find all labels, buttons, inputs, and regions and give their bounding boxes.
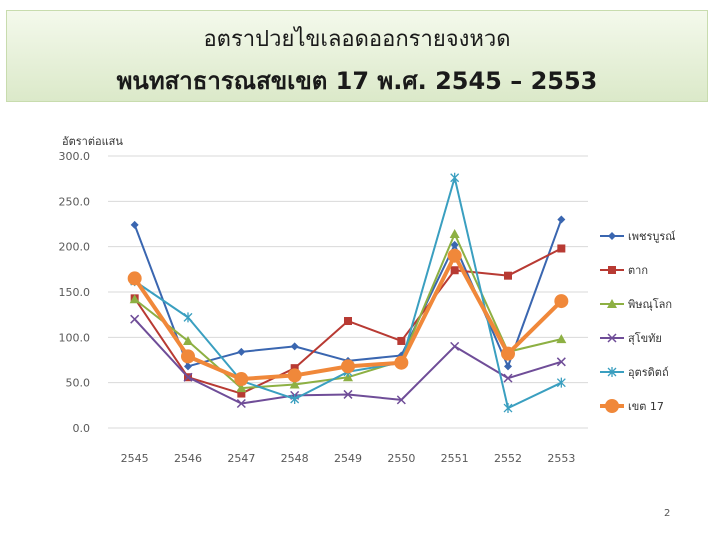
legend-item: พิษณุโลก	[600, 297, 672, 311]
series-line	[133, 219, 563, 368]
data-point-marker	[290, 342, 299, 351]
series-group	[130, 314, 566, 409]
data-point-marker	[341, 359, 355, 374]
data-point-marker	[607, 333, 617, 343]
y-tick-label: 0.0	[73, 422, 91, 435]
data-point-marker	[181, 349, 195, 364]
data-point-marker	[290, 364, 299, 373]
data-point-marker	[130, 314, 140, 324]
data-point-marker	[343, 389, 353, 399]
data-point-marker	[450, 172, 460, 183]
data-point-marker	[501, 346, 515, 361]
data-point-marker	[608, 266, 616, 274]
data-point-marker	[607, 367, 617, 377]
y-tick-label: 200.0	[59, 241, 91, 254]
data-point-marker	[397, 336, 406, 345]
data-point-marker	[183, 372, 193, 382]
data-point-marker	[450, 240, 459, 249]
page-number: 2	[664, 508, 671, 519]
data-point-marker	[287, 368, 302, 383]
data-point-marker	[396, 395, 406, 405]
legend-label: เขต 17	[628, 400, 664, 413]
slide-title-line-1: อตราปวยไขเลอดออกรายจงหวด	[203, 27, 511, 52]
y-tick-label: 150.0	[59, 286, 91, 299]
legend-item: เพชรบูรณ์	[600, 230, 675, 243]
data-point-marker	[556, 357, 566, 367]
y-tick-label: 250.0	[59, 195, 91, 208]
x-tick-label: 2547	[227, 452, 255, 465]
data-point-marker	[184, 362, 192, 371]
x-tick-label: 2545	[121, 452, 149, 465]
slide-title-box: อตราปวยไขเลอดออกรายจงหวด พนทสาธารณสขเขต …	[6, 10, 708, 102]
data-point-marker	[237, 347, 246, 356]
x-tick-label: 2546	[174, 452, 202, 465]
x-tick-label: 2553	[547, 452, 575, 465]
y-tick-label: 100.0	[59, 331, 91, 344]
slide-title-line-2: พนทสาธารณสขเขต 17 พ.ศ. 2545 – 2553	[116, 67, 598, 95]
data-point-marker	[449, 228, 460, 238]
data-point-marker	[503, 373, 513, 383]
legend-label: ตาก	[628, 264, 648, 277]
data-point-marker	[556, 377, 566, 388]
data-point-marker	[236, 398, 246, 409]
data-point-marker	[289, 379, 300, 389]
data-point-marker	[344, 317, 352, 326]
legend-item: เขต 17	[600, 399, 664, 413]
data-point-marker	[503, 403, 513, 414]
data-point-marker	[394, 355, 409, 370]
data-point-marker	[130, 220, 139, 229]
series-group	[127, 248, 569, 387]
y-tick-label: 300.0	[59, 150, 91, 163]
data-point-marker	[554, 294, 569, 309]
data-point-marker	[607, 299, 617, 308]
data-point-marker	[129, 294, 140, 304]
data-point-marker	[127, 271, 142, 286]
x-tick-label: 2549	[334, 452, 362, 465]
data-point-marker	[450, 341, 460, 351]
data-point-marker	[447, 248, 462, 263]
data-point-marker	[183, 312, 193, 323]
legend-label: อุตรดิตถ์	[628, 366, 669, 379]
x-tick-label: 2552	[494, 452, 522, 465]
legend-label: เพชรบูรณ์	[628, 230, 675, 243]
legend-item: สุโขทัย	[600, 331, 662, 345]
data-point-marker	[450, 266, 459, 275]
data-point-marker	[556, 334, 567, 344]
legend-label: สุโขทัย	[628, 331, 662, 345]
data-point-marker	[504, 271, 512, 280]
data-point-marker	[557, 244, 566, 253]
x-tick-label: 2550	[387, 452, 415, 465]
x-tick-label: 2551	[441, 452, 469, 465]
data-point-marker	[237, 389, 246, 398]
y-tick-label: 50.0	[66, 377, 91, 390]
y-axis-label: อัตราต่อแสน	[62, 135, 123, 148]
data-point-marker	[504, 362, 512, 371]
data-point-marker	[290, 393, 300, 404]
data-point-marker	[234, 372, 249, 387]
data-point-marker	[608, 232, 616, 240]
legend-item: ตาก	[600, 264, 648, 277]
x-tick-label: 2548	[281, 452, 309, 465]
data-point-marker	[236, 383, 247, 393]
legend-label: พิษณุโลก	[628, 297, 672, 311]
data-point-marker	[183, 335, 193, 345]
legend-item: อุตรดิตถ์	[600, 366, 669, 379]
data-point-marker	[557, 215, 566, 224]
data-point-marker	[605, 399, 619, 413]
